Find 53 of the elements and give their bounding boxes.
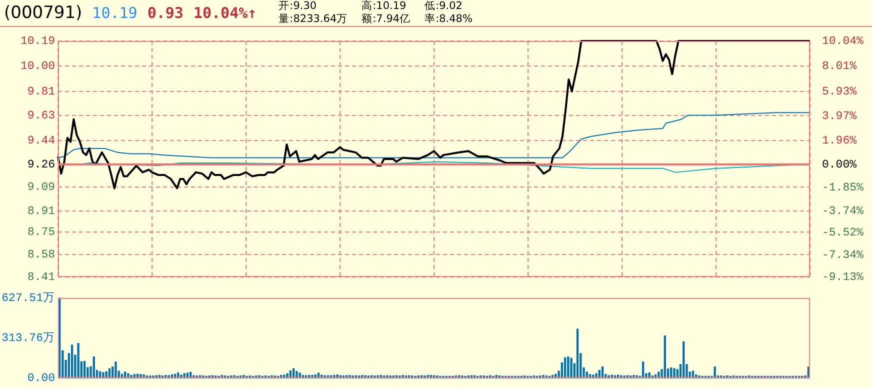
y2-tick-label: -1.85% (822, 181, 864, 194)
y-tick-label: 10.19 (20, 35, 56, 48)
bar (127, 373, 130, 378)
y2-tick-label: 1.96% (822, 134, 857, 148)
bar (296, 370, 298, 378)
y-tick-label: 10.00 (20, 60, 56, 74)
bar (682, 341, 685, 378)
text: 10.04%↑ (193, 4, 257, 22)
y2-tick-label: -7.34% (822, 249, 864, 262)
text: 量:8233.64万 (278, 13, 348, 26)
chart-title: (000791) (4, 3, 82, 23)
y2-tick-label: 10.04% (822, 35, 864, 48)
text: 额:7.94亿 (362, 13, 411, 26)
y2-tick-label: 0.00% (822, 158, 857, 172)
text: 低:9.02 (424, 0, 464, 13)
y-tick-label: 8.91 (27, 204, 56, 218)
y2-tick-label: -3.74% (822, 204, 864, 218)
y-tick-label: 8.41 (27, 271, 56, 284)
text: 高:10.19 (362, 0, 408, 13)
y-tick-label: 9.63 (27, 109, 56, 122)
y-tick-label: 627.51万 (2, 290, 55, 305)
bar (114, 362, 117, 378)
y-tick-label: 0.00 (27, 372, 56, 386)
text: 率:8.48% (424, 13, 472, 26)
bar (567, 356, 570, 378)
y-tick-label: 8.75 (27, 226, 56, 240)
y-tick-label: 9.09 (27, 180, 56, 194)
bar (102, 372, 104, 378)
bar (180, 374, 182, 378)
y-tick-label: 9.26 (27, 158, 56, 172)
y2-tick-label: -5.52% (822, 226, 864, 240)
text: 开:9.30 (278, 0, 318, 13)
bar (298, 372, 301, 378)
bar (283, 374, 286, 378)
bar (648, 372, 650, 378)
y2-tick-label: 3.97% (822, 110, 857, 123)
y2-tick-label: -9.13% (822, 271, 864, 284)
bar (673, 368, 676, 378)
bar (70, 344, 74, 378)
bar (570, 358, 572, 378)
text: 0.93 (147, 4, 184, 22)
bar (77, 343, 80, 378)
y-tick-label: 9.81 (27, 85, 56, 98)
text: 10.19 (92, 4, 138, 22)
bar (140, 374, 142, 378)
y2-tick-label: 8.01% (822, 60, 857, 74)
y2-tick-label: 5.93% (822, 86, 857, 99)
y-tick-label: 313.76万 (2, 331, 55, 346)
y-tick-label: 8.58 (27, 248, 56, 262)
bar (664, 335, 666, 378)
bar (595, 373, 598, 378)
y-tick-label: 9.44 (27, 134, 56, 148)
bar (576, 328, 579, 378)
